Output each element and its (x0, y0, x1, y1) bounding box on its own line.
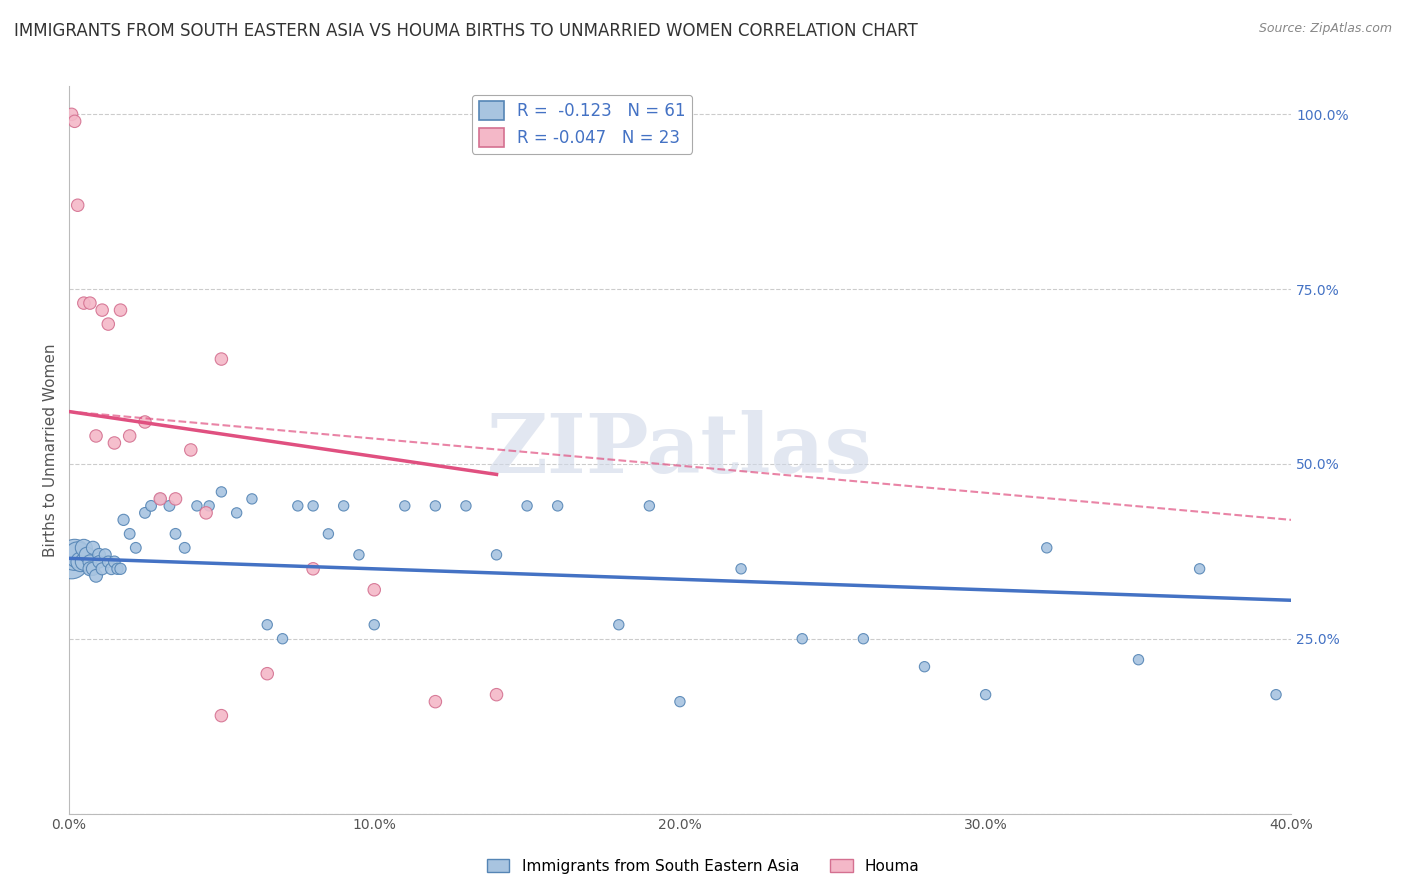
Point (66, 548, 89, 562)
Point (332, 499, 354, 513)
Point (209, 708, 232, 723)
Y-axis label: Births to Unmarried Women: Births to Unmarried Women (44, 343, 58, 557)
Point (271, 632, 294, 646)
Point (225, 506, 247, 520)
Point (79, 555, 101, 569)
Legend: Immigrants from South Eastern Asia, Houma: Immigrants from South Eastern Asia, Houm… (481, 853, 925, 880)
Point (195, 506, 218, 520)
Point (73, 541, 96, 555)
Point (454, 499, 477, 513)
Point (66, 198, 89, 212)
Point (107, 562, 129, 576)
Point (73, 555, 96, 569)
Point (347, 548, 370, 562)
Point (97, 317, 120, 331)
Point (73, 296, 96, 310)
Point (302, 562, 325, 576)
Legend: R =  -0.123   N = 61, R = -0.047   N = 23: R = -0.123 N = 61, R = -0.047 N = 23 (472, 95, 692, 153)
Point (110, 562, 132, 576)
Point (91, 562, 114, 576)
Point (82, 562, 104, 576)
Point (186, 499, 208, 513)
Point (240, 491, 263, 506)
Point (363, 617, 385, 632)
Point (79, 296, 101, 310)
Point (173, 541, 195, 555)
Point (485, 688, 508, 702)
Point (84, 569, 107, 583)
Point (516, 499, 538, 513)
Point (125, 541, 148, 555)
Point (118, 429, 141, 443)
Point (84, 429, 107, 443)
Point (852, 632, 875, 646)
Point (1036, 541, 1059, 555)
Point (974, 688, 997, 702)
Point (139, 499, 162, 513)
Point (100, 562, 122, 576)
Point (485, 548, 508, 562)
Point (394, 499, 416, 513)
Point (97, 555, 120, 569)
Text: IMMIGRANTS FROM SOUTH EASTERN ASIA VS HOUMA BIRTHS TO UNMARRIED WOMEN CORRELATIO: IMMIGRANTS FROM SOUTH EASTERN ASIA VS HO… (14, 22, 918, 40)
Point (103, 555, 125, 569)
Point (209, 484, 232, 499)
Point (209, 352, 232, 367)
Point (110, 303, 132, 318)
Text: Source: ZipAtlas.com: Source: ZipAtlas.com (1258, 22, 1392, 36)
Point (118, 526, 141, 541)
Point (1128, 653, 1150, 667)
Point (363, 582, 385, 597)
Point (69, 555, 91, 569)
Point (103, 436, 125, 450)
Point (63, 548, 86, 562)
Point (198, 499, 221, 513)
Point (149, 491, 172, 506)
Point (134, 506, 156, 520)
Point (256, 666, 278, 681)
Point (425, 695, 447, 709)
Point (302, 499, 325, 513)
Point (425, 499, 447, 513)
Point (638, 499, 661, 513)
Point (91, 303, 114, 318)
Point (157, 499, 180, 513)
Point (1265, 688, 1288, 702)
Point (63, 114, 86, 128)
Point (94, 548, 117, 562)
Point (82, 541, 104, 555)
Point (79, 562, 101, 576)
Point (914, 659, 936, 673)
Point (76, 548, 98, 562)
Point (256, 617, 278, 632)
Point (60, 555, 83, 569)
Point (112, 513, 135, 527)
Point (149, 491, 172, 506)
Point (730, 562, 752, 576)
Point (60, 107, 83, 121)
Point (318, 526, 340, 541)
Point (180, 442, 202, 457)
Point (134, 415, 156, 429)
Point (165, 491, 187, 506)
Text: ZIPatlas: ZIPatlas (488, 410, 873, 490)
Point (1188, 562, 1211, 576)
Point (669, 695, 692, 709)
Point (87, 548, 110, 562)
Point (87, 555, 110, 569)
Point (792, 632, 814, 646)
Point (607, 617, 630, 632)
Point (287, 499, 309, 513)
Point (547, 499, 569, 513)
Point (165, 526, 187, 541)
